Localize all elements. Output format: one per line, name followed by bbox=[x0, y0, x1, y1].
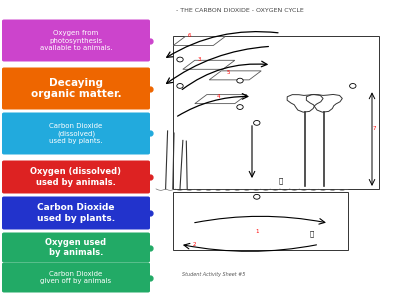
Text: - THE CARBON DIOXIDE - OXYGEN CYCLE: - THE CARBON DIOXIDE - OXYGEN CYCLE bbox=[176, 8, 304, 13]
Circle shape bbox=[177, 83, 183, 88]
Circle shape bbox=[254, 194, 260, 199]
Text: Oxygen (dissolved)
used by animals.: Oxygen (dissolved) used by animals. bbox=[30, 167, 122, 187]
Text: Carbon Dioxide
(dissolved)
used by plants.: Carbon Dioxide (dissolved) used by plant… bbox=[49, 123, 103, 144]
Text: 🐢: 🐢 bbox=[279, 178, 283, 184]
FancyBboxPatch shape bbox=[2, 262, 150, 292]
FancyBboxPatch shape bbox=[2, 20, 150, 61]
Polygon shape bbox=[195, 94, 247, 103]
FancyBboxPatch shape bbox=[2, 112, 150, 154]
Polygon shape bbox=[173, 37, 225, 46]
FancyBboxPatch shape bbox=[2, 160, 150, 194]
Text: 6: 6 bbox=[188, 33, 191, 38]
Text: 4: 4 bbox=[217, 94, 220, 99]
Text: Student Activity Sheet #5: Student Activity Sheet #5 bbox=[182, 272, 246, 277]
Text: Carbon Dioxide
given off by animals: Carbon Dioxide given off by animals bbox=[40, 271, 112, 284]
Text: 5: 5 bbox=[226, 70, 230, 75]
Bar bbox=[173, 36, 379, 189]
Text: 7: 7 bbox=[373, 126, 376, 131]
Circle shape bbox=[254, 121, 260, 125]
Text: Oxygen from
photosynthesis
available to animals.: Oxygen from photosynthesis available to … bbox=[40, 31, 112, 50]
Text: Oxygen used
by animals.: Oxygen used by animals. bbox=[46, 238, 106, 257]
FancyBboxPatch shape bbox=[2, 232, 150, 262]
FancyBboxPatch shape bbox=[2, 68, 150, 110]
Text: Carbon Dioxide
used by plants.: Carbon Dioxide used by plants. bbox=[37, 203, 115, 223]
Text: 3: 3 bbox=[198, 57, 201, 62]
Circle shape bbox=[177, 57, 183, 62]
Text: 2: 2 bbox=[193, 242, 196, 247]
Text: 🐟: 🐟 bbox=[310, 230, 314, 237]
Circle shape bbox=[237, 105, 243, 110]
FancyBboxPatch shape bbox=[2, 196, 150, 230]
Text: 1: 1 bbox=[255, 229, 258, 234]
Bar bbox=[173, 191, 348, 250]
Polygon shape bbox=[183, 60, 235, 69]
Polygon shape bbox=[209, 71, 261, 80]
Circle shape bbox=[237, 78, 243, 83]
Text: Decaying
organic matter.: Decaying organic matter. bbox=[31, 78, 121, 99]
Circle shape bbox=[350, 83, 356, 88]
